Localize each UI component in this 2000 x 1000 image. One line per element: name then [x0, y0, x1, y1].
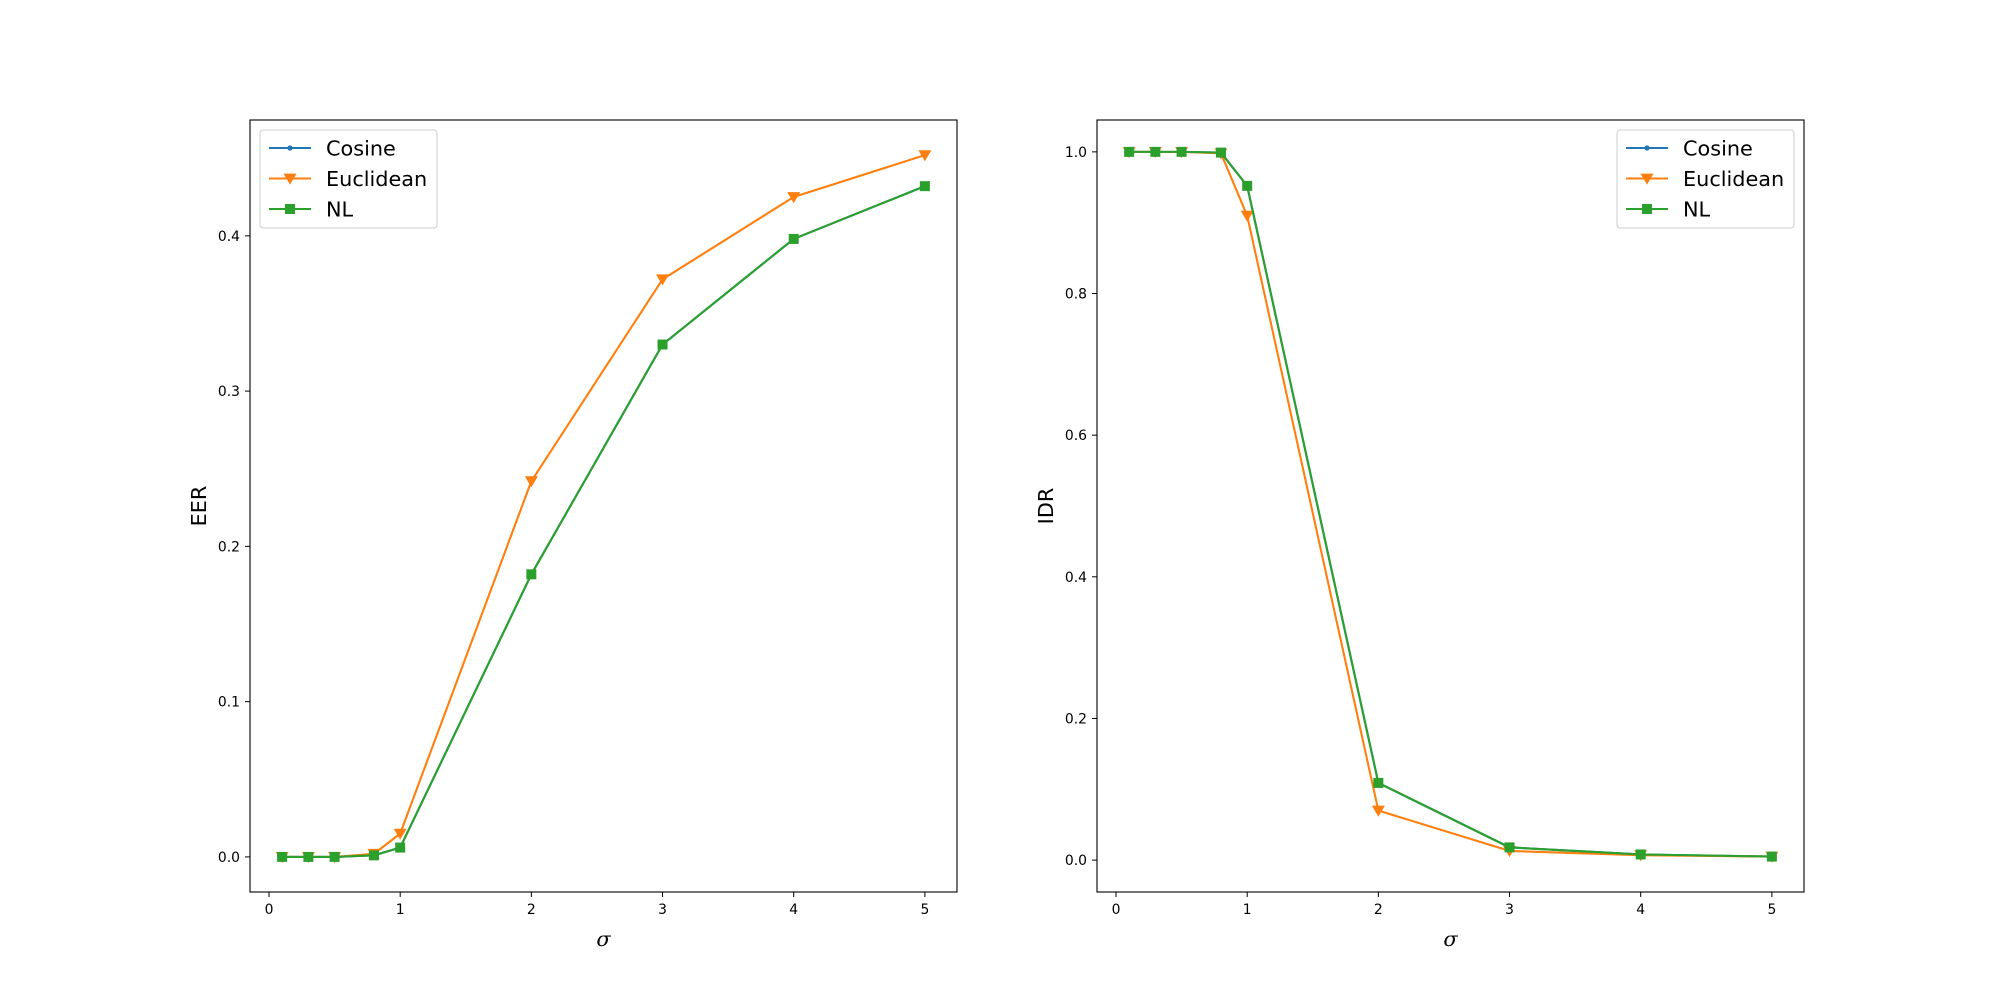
nl-point	[277, 851, 288, 862]
y-axis-label: IDR	[1034, 488, 1058, 525]
nl-point	[329, 851, 340, 862]
nl-point	[526, 569, 537, 580]
y-tick-label: 1.0	[1065, 145, 1087, 161]
x-axis-label: σ	[596, 927, 611, 951]
y-tick-label: 0.6	[1065, 428, 1087, 444]
legend-item: Euclidean	[1626, 167, 1784, 191]
plot-frame	[249, 119, 958, 893]
series-euclidean	[1122, 146, 1779, 863]
y-tick-label: 0.0	[1065, 853, 1087, 869]
nl-line	[282, 185, 926, 858]
legend-marker	[285, 204, 295, 214]
legend-marker	[1640, 173, 1654, 185]
x-tick-label: 4	[789, 902, 798, 918]
series-euclidean	[275, 150, 932, 864]
nl-point	[303, 851, 314, 862]
nl-point	[1124, 146, 1135, 157]
legend-label: NL	[1683, 198, 1711, 222]
nl-line	[1129, 150, 1772, 858]
euclidean-point	[787, 192, 801, 204]
y-tick-label: 0.1	[218, 695, 240, 711]
cosine-line	[1129, 150, 1772, 858]
x-tick-label: 0	[1112, 902, 1121, 918]
legend-item: Euclidean	[269, 167, 427, 191]
euclidean-line	[1129, 150, 1772, 858]
series-cosine	[279, 183, 928, 860]
legend-label: NL	[326, 198, 354, 222]
legend-label: Cosine	[1683, 137, 1753, 161]
y-tick-label: 0.3	[218, 384, 240, 400]
x-axis-label: σ	[1443, 927, 1458, 951]
nl-point	[919, 181, 930, 192]
nl-point	[395, 842, 406, 853]
nl-point	[1215, 147, 1226, 158]
euclidean-point	[1371, 805, 1385, 817]
nl-point	[368, 850, 379, 861]
legend-item: Cosine	[269, 137, 396, 161]
nl-point	[1504, 842, 1515, 853]
legend-item: NL	[1626, 198, 1711, 222]
x-tick-label: 2	[1374, 902, 1383, 918]
legend-label: Euclidean	[1683, 167, 1784, 191]
y-tick-label: 0.2	[1065, 711, 1087, 727]
plot-frame	[1096, 119, 1805, 893]
chart-eer: 0 1 2 3 4 5 0.0 0.1 0.2 0.3 0.4 σ EER Cosine Euclidean…	[187, 119, 958, 951]
nl-point	[1635, 849, 1646, 860]
nl-point	[657, 339, 668, 350]
cosine-line	[282, 185, 926, 858]
legend: Cosine Euclidean NL	[259, 129, 438, 229]
euclidean-point	[524, 476, 538, 488]
y-tick-label: 0.8	[1065, 287, 1087, 303]
x-tick-label: 5	[920, 902, 929, 918]
legend-box	[1616, 129, 1795, 229]
legend-marker	[287, 145, 293, 151]
x-tick-label: 4	[1636, 902, 1645, 918]
nl-point	[1242, 180, 1253, 191]
x-tick-label: 1	[1243, 902, 1252, 918]
euclidean-point	[656, 274, 670, 286]
legend: Cosine Euclidean NL	[1616, 129, 1795, 229]
nl-point	[1766, 851, 1777, 862]
x-tick-label: 5	[1767, 902, 1776, 918]
y-axis-label: EER	[187, 486, 211, 527]
x-tick-label: 3	[658, 902, 667, 918]
nl-point	[1176, 146, 1187, 157]
chart-idr: 0 1 2 3 4 5 0.0 0.2 0.4 0.6 0.8 1.0 σ IDR Cosine Euclid…	[1034, 119, 1805, 951]
y-tick-label: 0.4	[218, 229, 240, 245]
legend-marker	[1642, 204, 1652, 214]
x-tick-label: 3	[1505, 902, 1514, 918]
legend-marker	[1644, 145, 1650, 151]
x-tick-label: 1	[396, 902, 405, 918]
series-nl	[1124, 146, 1777, 862]
euclidean-point	[1240, 210, 1254, 222]
y-tick-label: 0.2	[218, 539, 240, 555]
legend-label: Cosine	[326, 137, 396, 161]
y-tick-label: 0.4	[1065, 570, 1087, 586]
legend-box	[259, 129, 438, 229]
nl-point	[1373, 777, 1384, 788]
x-tick-label: 2	[527, 902, 536, 918]
euclidean-point	[393, 828, 407, 840]
y-tick-label: 0.0	[218, 850, 240, 866]
legend-label: Euclidean	[326, 167, 427, 191]
nl-point	[1150, 146, 1161, 157]
x-tick-label: 0	[265, 902, 274, 918]
legend-item: Cosine	[1626, 137, 1753, 161]
nl-point	[788, 233, 799, 244]
legend-item: NL	[269, 198, 354, 222]
euclidean-point	[918, 150, 932, 162]
series-cosine	[1126, 149, 1775, 860]
series-nl	[277, 181, 930, 862]
legend-marker	[283, 173, 297, 185]
euclidean-line	[282, 154, 926, 858]
